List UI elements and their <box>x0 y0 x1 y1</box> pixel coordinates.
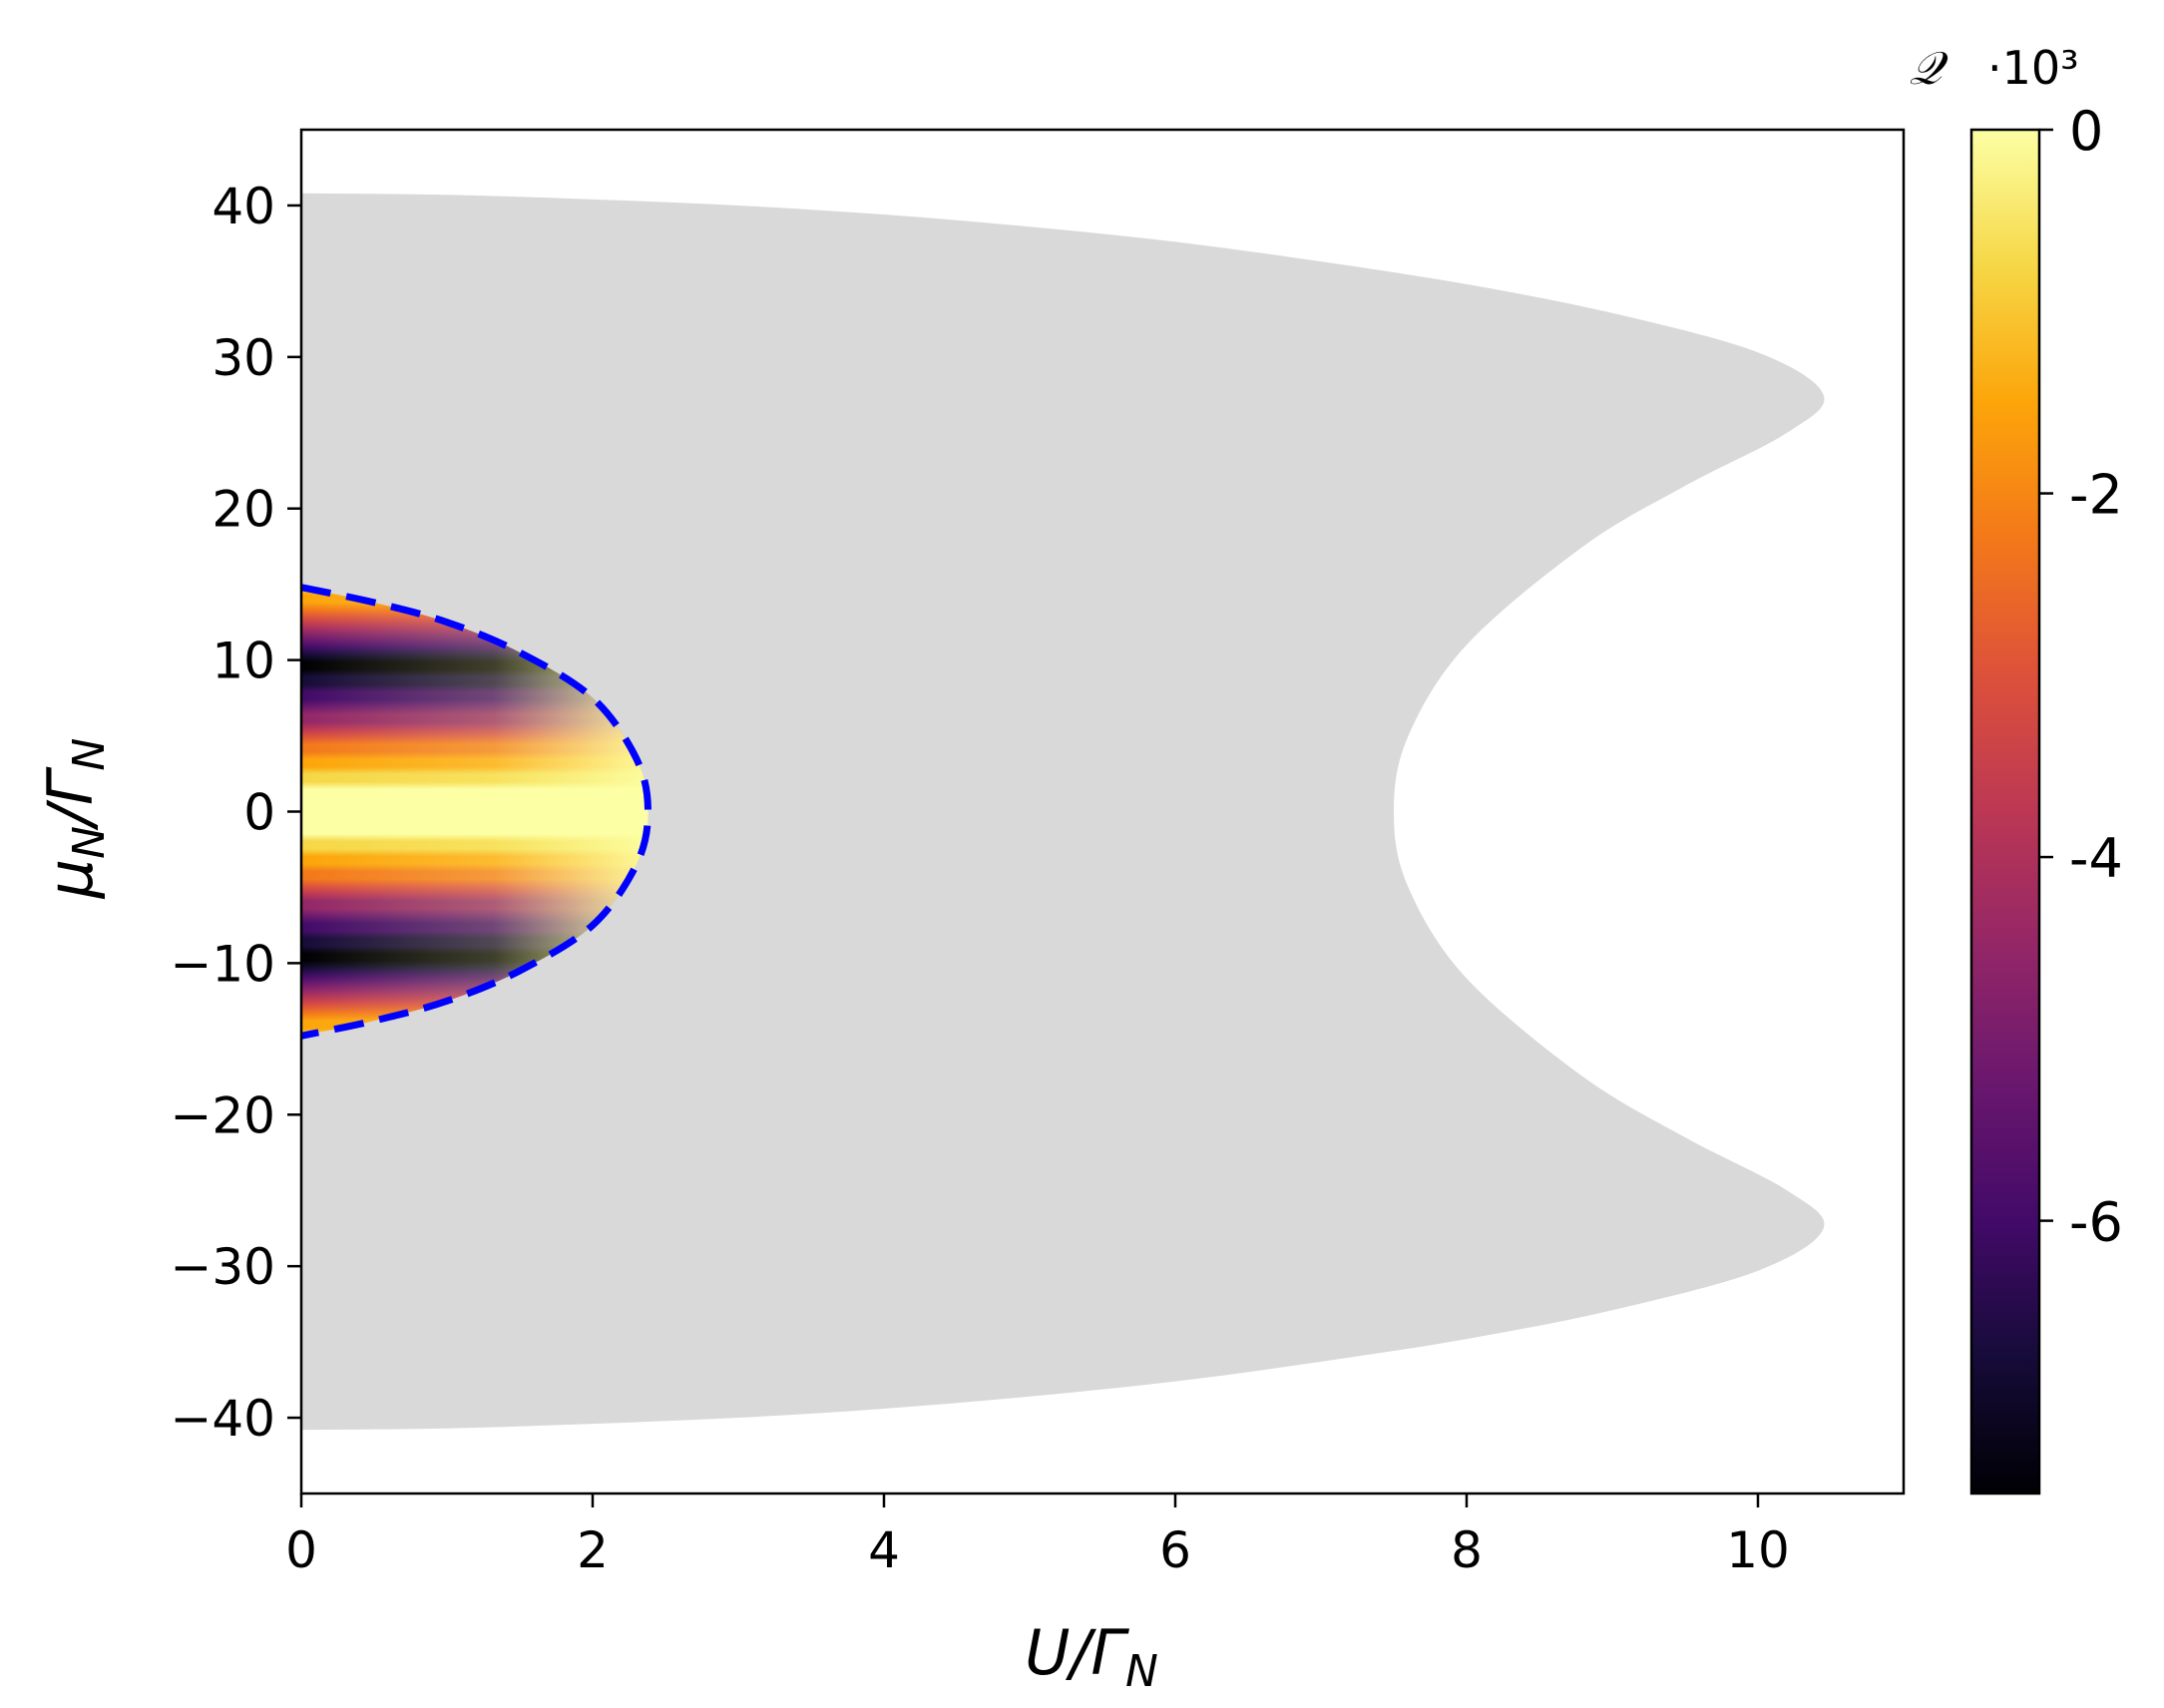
boundary-line <box>300 584 651 1040</box>
y-tick-label: 0 <box>243 784 275 842</box>
colorbar-frame <box>1969 128 2041 1495</box>
x-tick-label: 6 <box>1159 1521 1191 1579</box>
x-tick-label: 2 <box>577 1521 609 1579</box>
colorbar-ticks: 0 -2 -4 -6 <box>2039 100 2123 1254</box>
colorbar-multiplier: ·10³ <box>1987 41 2079 95</box>
y-axis: −40 −30 −20 −10 0 10 20 30 40 <box>170 178 301 1448</box>
y-tick-label: 30 <box>212 329 275 387</box>
y-tick-label: −20 <box>170 1086 275 1144</box>
x-tick-label: 0 <box>285 1521 317 1579</box>
colorbar-tick-label: -2 <box>2069 464 2123 527</box>
gray-region <box>301 193 1825 1431</box>
colorbar-tick-label: 0 <box>2069 100 2103 163</box>
colorbar-tick-label: -4 <box>2069 827 2123 890</box>
y-tick-label: −40 <box>170 1390 275 1448</box>
x-tick-label: 8 <box>1451 1521 1483 1579</box>
y-tick-label: 20 <box>212 481 275 539</box>
colorbar: 0 -2 -4 -6 𝒬 ·10³ <box>1909 41 2123 1495</box>
colorbar-tick-label: -6 <box>2069 1191 2123 1254</box>
x-tick-label: 10 <box>1726 1521 1790 1579</box>
y-axis-label: μN/ΓN <box>34 738 115 900</box>
x-tick-label: 4 <box>868 1521 900 1579</box>
y-tick-label: 10 <box>212 633 275 690</box>
y-tick-label: −30 <box>170 1238 275 1296</box>
x-axis-label: U/ΓN <box>1025 1616 1158 1697</box>
plot-area <box>299 128 1906 1495</box>
x-axis: 0 2 4 6 8 10 <box>285 1494 1790 1579</box>
y-tick-label: 40 <box>212 178 275 235</box>
y-tick-label: −10 <box>170 935 275 993</box>
colorbar-title: 𝒬 <box>1909 41 1948 95</box>
colorbar-gradient <box>1971 130 2039 1494</box>
